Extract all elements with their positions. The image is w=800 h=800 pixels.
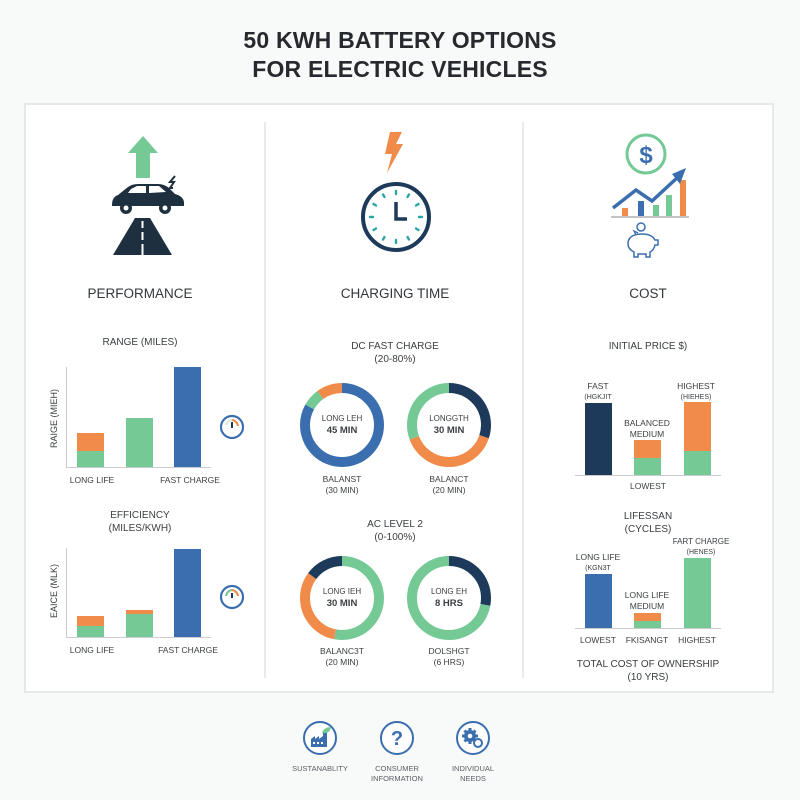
charging-time-icon [356,130,436,255]
car-on-road-with-up-arrow-icon [112,136,184,255]
y-axis-label: RAIGE (MIEH) [49,388,59,448]
bar-label: HIGHEST (HIEHES) [677,381,715,401]
column-divider [522,122,524,678]
bar-segment [634,621,661,628]
bar-segment [634,458,661,475]
bar-segment [77,616,104,626]
bar [126,418,153,467]
donut-center-label: LONGGTH 30 MIN [429,414,469,436]
donut-chart [407,383,491,467]
x-axis [575,628,721,629]
page-title: 50 KWH BATTERY OPTIONS FOR ELECTRIC VEHI… [0,26,800,84]
x-label: LONG LIFE [69,475,115,485]
bar-segment [77,626,104,637]
donut-center-label: LONG IEH 30 MIN [322,587,362,609]
x-label: LOWEST [580,635,616,645]
footer-label-consumer-information: CONSUMER INFORMATION [371,764,423,783]
bar-segment [126,614,153,637]
y-axis [66,548,67,638]
donut-chart [407,556,491,640]
chart-title-initial-price: INITIAL PRICE $) [608,341,688,352]
bar-segment [684,451,711,475]
title-line-2: FOR ELECTRIC VEHICLES [252,56,548,82]
donut-caption: BALANCT (20 MIN) [429,474,469,495]
bar-label: BALANCED MEDIUM [624,418,670,439]
section-title-charging-time: CHARGING TIME [340,286,450,301]
question-icon: ? [379,720,415,756]
footer-label-individual-needs: INDIVIDUAL NEEDS [451,764,495,783]
donut-caption: DOLSHGT (6 HRS) [428,646,470,667]
factory-leaf-icon [302,720,338,756]
chart-title-range: RANGE (MILES) [102,337,178,348]
donut-chart [300,383,384,467]
cost-icon: $ [606,132,694,262]
bar [174,367,201,467]
donut-caption: BALANC3T (20 MIN) [320,646,364,667]
section-title-performance: PERFORMANCE [87,286,193,301]
total-cost-of-ownership-label: TOTAL COST OF OWNERSHIP (10 YRS) [576,659,720,683]
clock-with-lightning-icon [361,132,431,252]
donut-caption: BALANST (30 MIN) [322,474,362,495]
bar-label: FAST (HGKJIT [584,381,612,401]
footer-label-sustainability: SUSTANABLITY [292,764,348,773]
x-axis [575,475,721,476]
bar-segment [77,433,104,451]
bar-label: FART CHARGE (HENES) [672,537,730,556]
bar-segment [634,440,661,458]
x-label: FAST CHARGE [158,645,218,655]
bar-segment [684,402,711,451]
bar-label: LONG LIFE MEDIUM [624,590,670,611]
section-title-cost: COST [629,286,667,301]
bar [585,403,612,475]
bar-segment [126,610,153,614]
x-axis [66,637,211,638]
x-label: FAST CHARGE [160,475,220,485]
bar-segment [77,451,104,467]
donut-center-label: LONG LEH 45 MIN [321,414,363,436]
svg-text:$: $ [639,142,653,169]
svg-text:?: ? [391,728,403,750]
gauge-icon [219,414,245,440]
x-label: HIGHEST [678,635,716,645]
bar [684,558,711,628]
title-line-1: 50 KWH BATTERY OPTIONS [243,27,557,53]
x-label: FKISANGT [625,635,669,645]
y-axis-label: EAICE (MLK) [49,563,59,618]
x-axis [66,467,211,468]
x-label: LOWEST [630,481,666,491]
column-divider [264,122,266,678]
performance-icon [100,133,185,255]
bar-segment [634,613,661,621]
y-axis [66,367,67,468]
dollar-growth-chart-piggy-bank-icon: $ [611,133,689,258]
gears-icon [455,720,491,756]
chart-title-efficiency: EFFICIENCY (MILES/KWH) [108,510,172,534]
donut-chart [300,556,384,640]
chart-title-ac-level-2: AC LEVEL 2 (0-100%) [367,519,423,543]
bar [174,549,201,637]
bar [585,574,612,628]
donut-center-label: LONG EH 8 HRS [430,587,467,609]
x-label: LONG LIFE [69,645,115,655]
bar-label: LONG LIFE (KGN3T [575,552,621,572]
chart-title-dc-fast-charge: DC FAST CHARGE (20-80%) [351,341,439,365]
chart-title-lifespan: LIFESSAN (CYCLES) [623,511,673,535]
gauge-icon [219,584,245,610]
